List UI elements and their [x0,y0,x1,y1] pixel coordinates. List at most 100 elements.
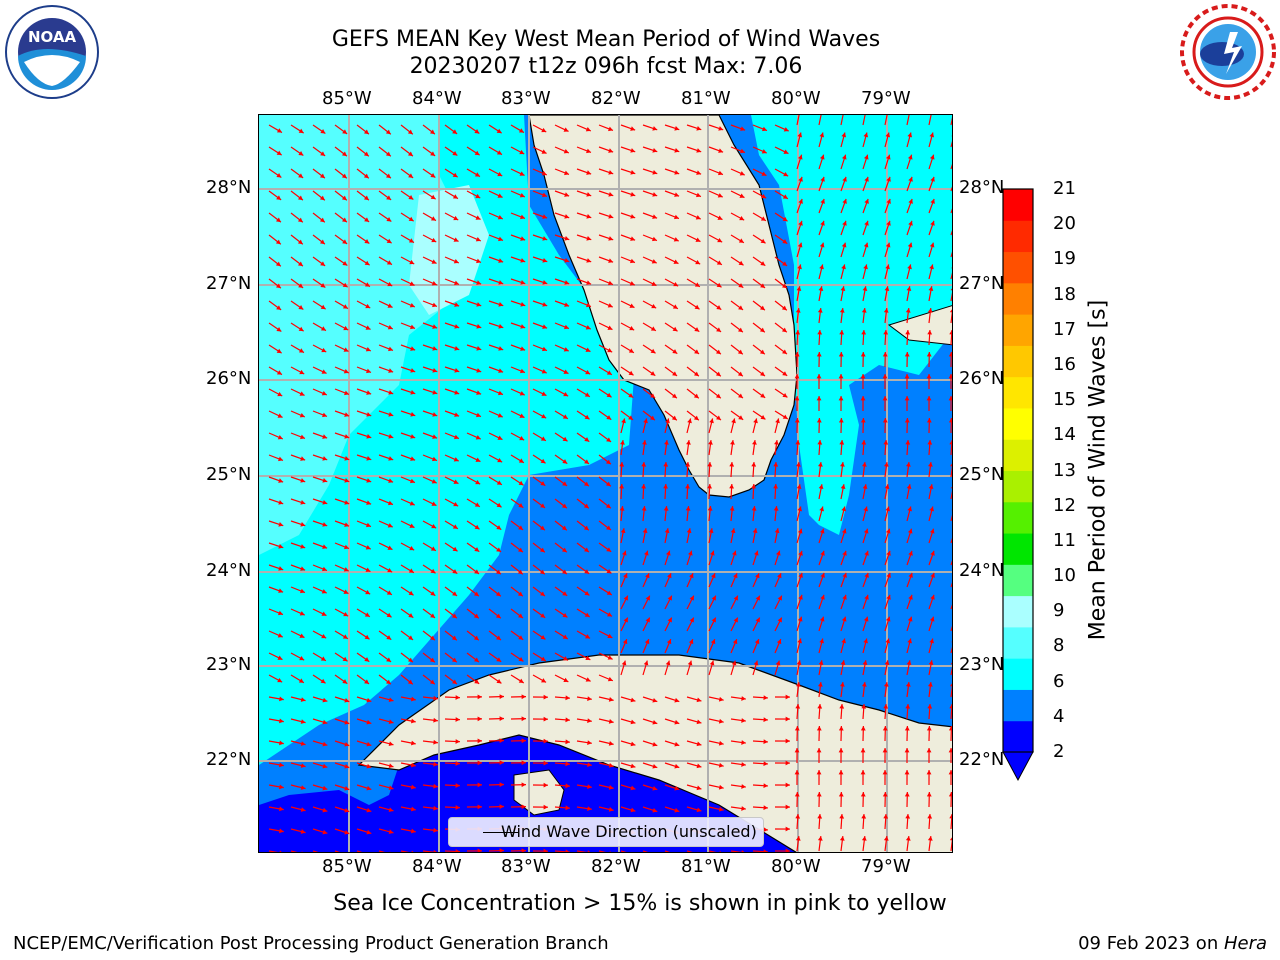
wind-wave-arrowhead [738,393,743,399]
wind-wave-arrowhead [452,524,458,529]
wind-wave-arrowhead [320,678,326,684]
wind-wave-arrowhead [926,748,932,753]
wind-wave-arrowhead [906,660,912,666]
wind-wave-arrowhead [518,613,523,619]
colorbar-block [1003,533,1033,565]
colorbar-block [1003,501,1033,534]
wind-wave-arrowhead [322,763,328,769]
wind-wave-arrowhead [883,814,889,819]
wind-wave-arrowhead [341,195,347,201]
wind-wave-arrowhead [839,704,845,709]
wind-wave-arrowhead [454,324,460,329]
wind-wave-arrowhead [619,506,625,511]
wind-wave-arrowhead [497,413,503,418]
noaa-logo-text: NOAA [28,28,77,46]
wind-wave-arrowhead [950,463,952,467]
wind-wave-arrowhead [540,436,546,441]
wind-wave-arrowhead [410,828,416,834]
wind-wave-arrowhead [630,236,636,241]
wind-wave-arrowhead [777,617,782,623]
wind-wave-arrowhead [715,349,721,355]
colorbar-block [1003,251,1033,284]
wind-wave-arrowhead [543,760,548,766]
wind-wave-arrowhead [905,704,911,709]
wind-wave-arrowhead [608,148,614,153]
wind-wave-arrowhead [319,195,325,201]
wind-wave-arrowhead [279,850,282,852]
colorbar-tick-label: 20 [1053,213,1076,235]
wind-wave-arrowhead [320,151,326,156]
wind-wave-arrowhead [696,697,702,703]
wind-wave-arrowhead [276,150,282,156]
wind-wave-arrowhead [816,396,822,401]
wind-wave-arrowhead [497,390,503,396]
wind-wave-arrowhead [499,738,504,744]
wind-wave-arrowhead [321,347,327,353]
wind-wave-arrowhead [795,682,801,687]
wind-wave-arrowhead [818,484,824,490]
wind-wave-arrowhead [761,193,767,199]
wind-wave-arrowhead [838,374,844,379]
wind-wave-arrowhead [342,304,348,309]
lat-tick-left: 27°N [206,273,252,294]
wind-wave-arrowhead [388,390,394,395]
wind-wave-arrowhead [674,126,680,131]
map-panel [258,114,953,853]
wind-wave-arrowhead [863,616,869,622]
wind-wave-arrowhead [763,761,768,767]
wind-wave-arrowhead [751,484,756,489]
wind-wave-arrowhead [884,286,890,291]
lon-tick-bottom: 81°W [681,856,731,877]
wind-wave-arrowhead [927,308,933,313]
wind-wave-arrowhead [607,655,613,660]
wind-wave-arrowhead [366,500,372,505]
wind-wave-arrowhead [475,412,481,418]
wind-wave-arrowhead [948,792,952,797]
wind-wave-arrowhead [882,374,888,379]
chart-title: GEFS MEAN Key West Mean Period of Wind W… [331,27,881,52]
wind-wave-arrowhead [432,324,438,329]
wind-wave-arrowhead [411,850,414,852]
wind-wave-arrowhead [606,437,612,442]
wind-wave-arrowhead [520,258,526,263]
wind-wave-arrowhead [696,741,702,747]
wind-wave-arrowhead [298,348,304,353]
wind-wave-arrowhead [473,591,479,597]
wind-wave-arrowhead [565,849,570,852]
wind-wave-arrowhead [342,634,348,639]
wind-wave-arrowhead [926,374,932,379]
wind-wave-arrowhead [752,528,758,534]
wind-wave-arrowhead [563,391,569,397]
wind-wave-arrowhead [275,217,281,223]
wind-wave-arrowhead [672,304,678,309]
wind-wave-arrowhead [884,484,890,490]
wind-wave-arrowhead [586,170,592,175]
wind-wave-arrowhead [665,418,670,424]
wind-wave-arrowhead [432,302,437,308]
wind-wave-arrowhead [688,550,693,556]
wind-wave-arrowhead [695,215,701,220]
wind-wave-arrowhead [839,308,845,313]
wind-wave-arrowhead [930,176,935,182]
wind-wave-arrowhead [905,440,911,445]
wind-wave-arrowhead [409,302,415,308]
wind-wave-arrowhead [906,462,911,467]
wind-wave-arrowhead [798,594,803,600]
wind-wave-arrowhead [366,412,372,417]
wind-wave-arrowhead [452,172,458,178]
wind-wave-arrowhead [820,198,825,204]
wind-wave-arrowhead [409,501,415,506]
wind-wave-arrowhead [952,221,953,226]
colorbar-block [1003,658,1033,690]
wind-wave-arrow [950,117,952,126]
wind-wave-arrowhead [543,782,548,788]
wind-wave-arrowhead [630,170,636,175]
wind-wave-arrowhead [321,566,327,572]
wind-wave-arrowhead [363,173,369,179]
wind-wave-arrowhead [882,748,888,753]
wind-wave-arrowhead [628,393,634,398]
wind-wave-arrowhead [817,330,823,335]
wind-wave-arrowhead [817,704,823,709]
wind-wave-arrowhead [518,635,524,640]
wind-wave-arrowhead [321,633,327,639]
